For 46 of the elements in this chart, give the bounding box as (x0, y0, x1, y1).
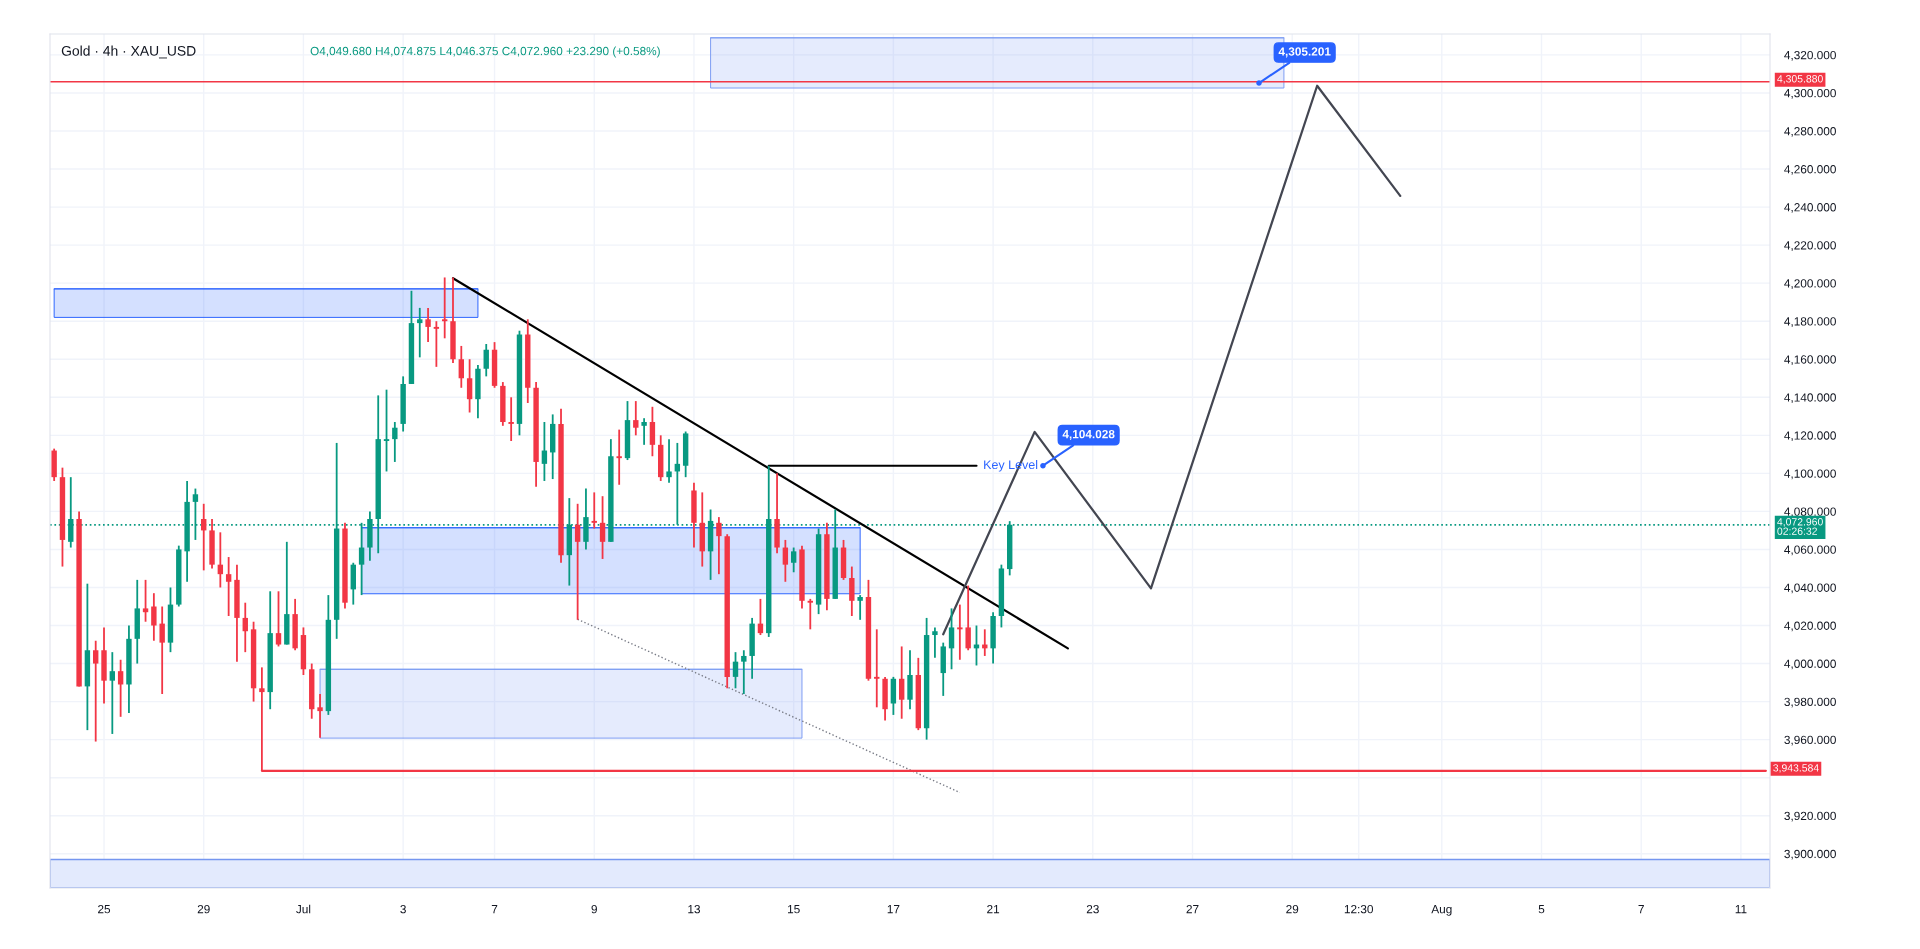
x-tick-label: 21 (987, 904, 1000, 914)
data-label: 4,305.201 (1278, 47, 1331, 58)
y-tick-label: 4,220.000 (1784, 241, 1836, 251)
x-tick-label: 12:30 (1344, 904, 1374, 914)
data-label: 4,104.028 (1062, 429, 1115, 441)
y-tick-label: 4,060.000 (1784, 545, 1836, 556)
y-tick-label: 4,040.000 (1784, 583, 1836, 594)
y-tick-label: 4,100.000 (1784, 469, 1836, 480)
x-tick-label: 9 (591, 904, 597, 914)
y-tick-label: 4,080.000 (1784, 507, 1836, 518)
y-tick-label: 4,020.000 (1784, 621, 1836, 632)
y-tick-label: 3,980.000 (1784, 697, 1836, 708)
text: O4,049.680 H4,074.875 L4,046.375 C4,072.960 +23.290 (+0.58%) (310, 46, 660, 58)
y-tick-label: 3,920.000 (1784, 811, 1836, 822)
y-tick-label: 4,260.000 (1784, 165, 1836, 175)
x-tick-label: 7 (1638, 905, 1644, 914)
y-tick-label: 4,140.000 (1784, 393, 1836, 404)
y-tick-label: 4,120.000 (1784, 431, 1836, 442)
x-tick-label: Jul (296, 904, 311, 914)
x-tick-label: 13 (688, 904, 701, 914)
y-tick-label: 4,000.000 (1784, 659, 1836, 670)
y-tick-label: 4,300.000 (1784, 89, 1836, 99)
y-tick-label: 4,280.000 (1784, 127, 1836, 137)
text: Gold · 4h · XAU_USD (61, 45, 196, 59)
y-tick-label: 3,900.000 (1784, 849, 1836, 860)
x-tick-label: 23 (1086, 904, 1099, 914)
x-tick-label: 27 (1186, 904, 1199, 914)
y-tick-label: 4,200.000 (1784, 279, 1836, 289)
x-tick-label: 29 (1286, 904, 1299, 914)
y-tick-label: 3,960.000 (1784, 735, 1836, 746)
x-tick-label: 17 (887, 905, 900, 914)
x-tick-label: 29 (197, 904, 210, 914)
data-label: 3,943.584 (1773, 764, 1819, 773)
y-tick-label: 4,240.000 (1784, 203, 1836, 213)
x-tick-label: Aug (1431, 905, 1452, 916)
y-tick-label: 4,160.000 (1784, 355, 1836, 366)
ref-line-label: 4,072.960 02:26:32 (1777, 518, 1823, 535)
x-tick-label: 5 (1538, 905, 1545, 914)
x-tick-label: 3 (400, 904, 406, 914)
x-tick-label: 25 (98, 904, 111, 914)
x-tick-label: 11 (1735, 905, 1747, 914)
y-tick-label: 4,180.000 (1784, 317, 1836, 327)
ref-line-label: 4,305.880 (1777, 75, 1823, 84)
x-tick-label: 7 (491, 905, 498, 914)
x-tick-label: 15 (788, 905, 800, 914)
y-tick-label: 4,320.000 (1784, 50, 1836, 61)
